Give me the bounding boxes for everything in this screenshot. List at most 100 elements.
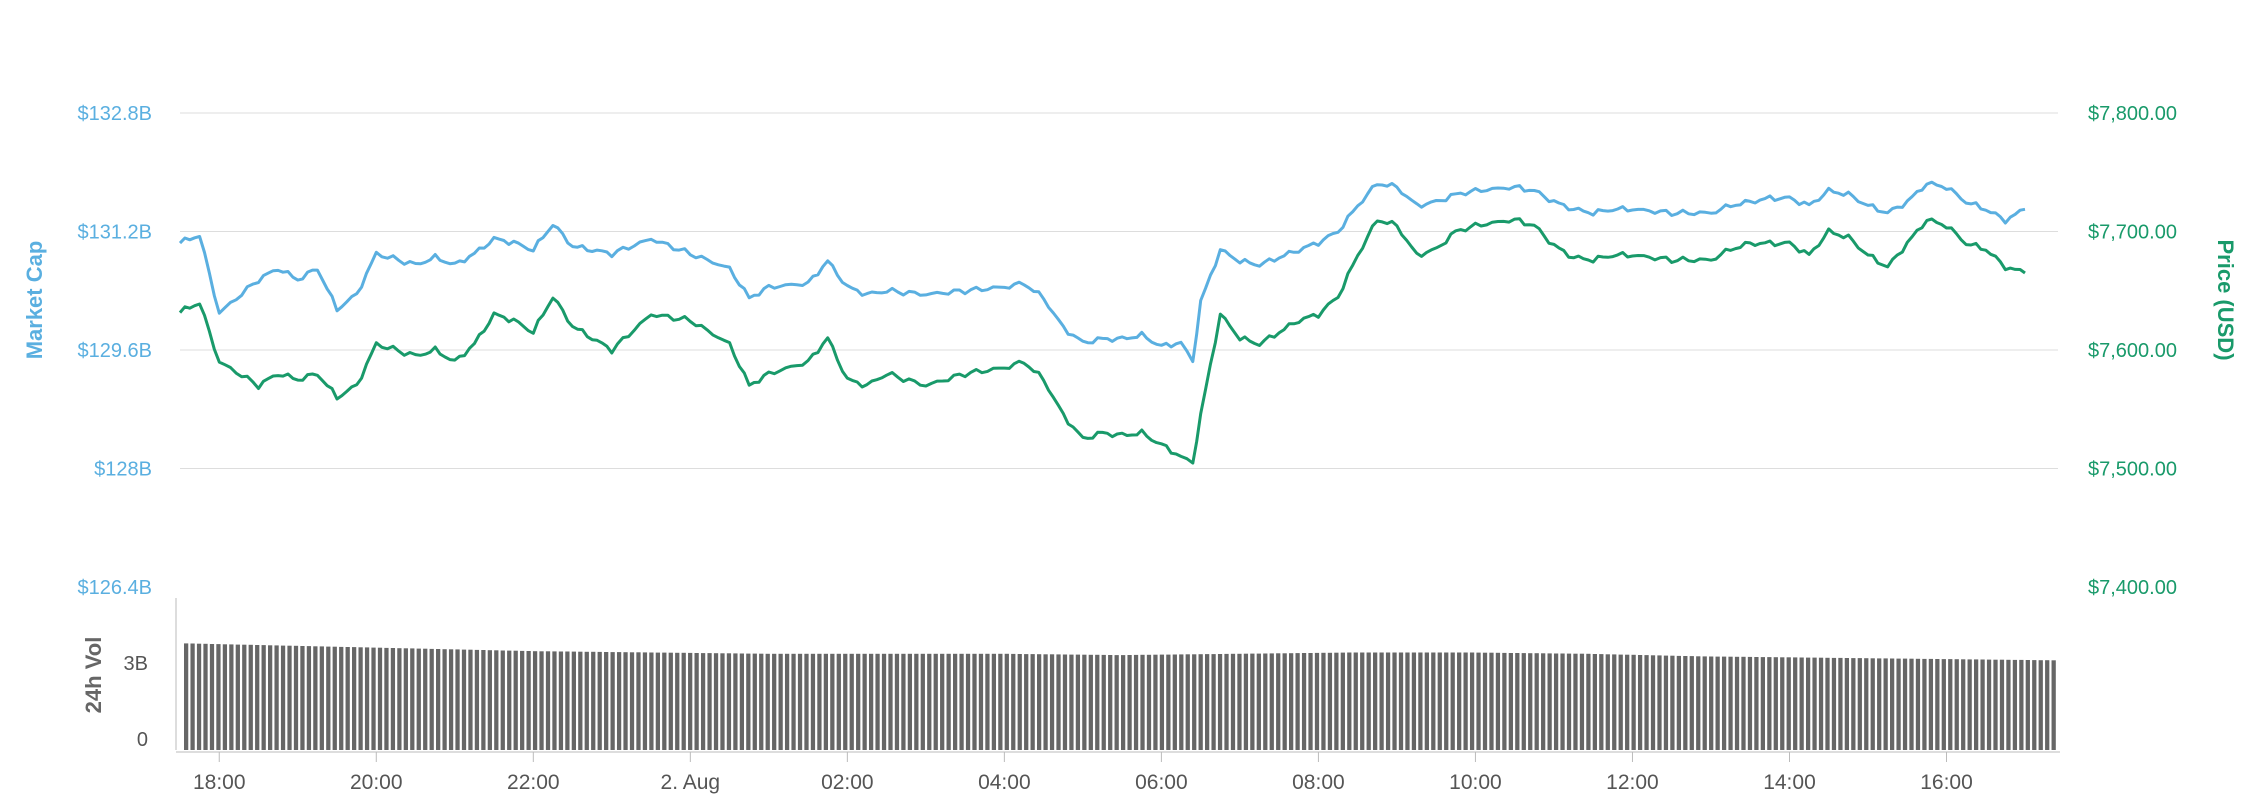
x-tick-label: 10:00 — [1449, 771, 1502, 794]
volume-tick-3b: 3B — [124, 653, 148, 675]
volume-bar — [1676, 655, 1681, 750]
volume-bar — [765, 653, 770, 750]
volume-bar — [1211, 654, 1216, 750]
volume-bar — [1721, 656, 1727, 750]
volume-bar — [507, 650, 512, 750]
volume-bar — [952, 653, 958, 750]
volume-bar — [1036, 654, 1042, 750]
volume-bar — [1450, 652, 1455, 750]
volume-bar — [558, 651, 564, 750]
volume-bar — [1146, 654, 1152, 750]
volume-bar — [1172, 654, 1177, 750]
volume-bar — [1004, 653, 1009, 750]
volume-bar — [1670, 655, 1675, 750]
volume-bar — [371, 647, 376, 750]
volume-bar — [235, 644, 240, 750]
volume-bar — [1941, 659, 1946, 750]
x-tick-label: 08:00 — [1292, 771, 1345, 794]
volume-bar — [604, 652, 609, 750]
volume-bar — [1754, 657, 1759, 750]
volume-bar — [1586, 653, 1591, 750]
volume-bar — [804, 653, 809, 750]
volume-bar — [1101, 654, 1106, 750]
volume-bar — [662, 652, 667, 750]
volume-bar — [1049, 654, 1055, 750]
volume-bar — [772, 653, 777, 750]
volume-bar — [1515, 653, 1520, 750]
volume-bar — [1870, 658, 1875, 750]
volume-bar — [1825, 657, 1830, 750]
volume-bar — [1534, 653, 1539, 750]
volume-bar — [300, 646, 305, 750]
volume-bar — [972, 653, 977, 750]
volume-bar — [1838, 657, 1843, 750]
volume-bar — [1469, 652, 1475, 750]
volume-bar — [2032, 660, 2037, 750]
volume-bar — [1360, 652, 1365, 750]
volume-bar — [894, 653, 900, 750]
volume-bar — [1612, 654, 1617, 750]
volume-bar — [823, 653, 828, 750]
volume-bar — [332, 646, 337, 750]
volume-bar — [1082, 654, 1087, 750]
volume-bar — [849, 653, 854, 750]
volume-bar — [655, 652, 660, 750]
volume-bar — [397, 648, 402, 750]
volume-bar — [1812, 657, 1817, 750]
volume-bar — [914, 653, 919, 750]
volume-bar — [494, 650, 499, 750]
volume-bar — [1592, 654, 1597, 750]
volume-bar — [688, 652, 693, 750]
volume-bar — [1424, 652, 1429, 750]
volume-bar — [752, 653, 757, 750]
volume-bar — [1230, 653, 1236, 750]
volume-bar — [268, 645, 273, 750]
volume-bar — [1922, 658, 1927, 750]
volume-bar — [933, 653, 938, 750]
volume-bar — [1547, 653, 1552, 750]
volume-bar — [1935, 659, 1940, 750]
volume-bar — [1463, 652, 1468, 750]
volume-bar — [1573, 653, 1578, 750]
volume-bar — [1993, 659, 1998, 750]
volume-bar — [410, 648, 415, 750]
volume-bar — [1528, 653, 1533, 750]
volume-bar — [1961, 659, 1966, 750]
x-tick-label: 2. Aug — [661, 771, 721, 794]
volume-bar — [1121, 655, 1126, 750]
volume-bar — [1114, 655, 1119, 750]
volume-bar — [1217, 654, 1223, 750]
volume-bar — [1411, 652, 1417, 750]
volume-bar — [261, 645, 266, 750]
volume-bar — [668, 652, 673, 750]
volume-bar — [1566, 653, 1572, 750]
volume-bar — [1805, 657, 1811, 750]
volume-bar — [1857, 658, 1862, 750]
volume-bar — [1289, 653, 1294, 750]
volume-bar — [1999, 659, 2005, 750]
market-cap-tick-label: $132.8B — [77, 103, 152, 125]
volume-bar — [293, 645, 299, 750]
volume-bar — [2012, 659, 2018, 750]
volume-bar — [610, 652, 615, 750]
price-axis-ticks: $7,800.00 $7,700.00 $7,600.00 $7,500.00 $7,4… — [2088, 103, 2177, 599]
volume-bar — [649, 652, 654, 750]
volume-bar — [1030, 654, 1035, 750]
volume-bar — [1495, 652, 1501, 750]
volume-bar — [1973, 659, 1979, 750]
volume-bar — [791, 653, 796, 750]
volume-bar — [1605, 654, 1610, 750]
volume-bar — [1159, 654, 1165, 750]
volume-bar — [862, 653, 867, 750]
volume-bar — [1541, 653, 1546, 750]
volume-bar — [1024, 654, 1029, 750]
volume-bar — [280, 645, 286, 750]
volume-bar — [242, 644, 247, 750]
volume-bar — [881, 653, 887, 750]
volume-bar — [591, 651, 596, 750]
price-tick-label: $7,400.00 — [2088, 577, 2177, 599]
volume-bar — [461, 649, 467, 750]
volume-bar — [700, 653, 706, 750]
volume-bar — [2051, 660, 2056, 750]
volume-bar — [1133, 654, 1139, 750]
